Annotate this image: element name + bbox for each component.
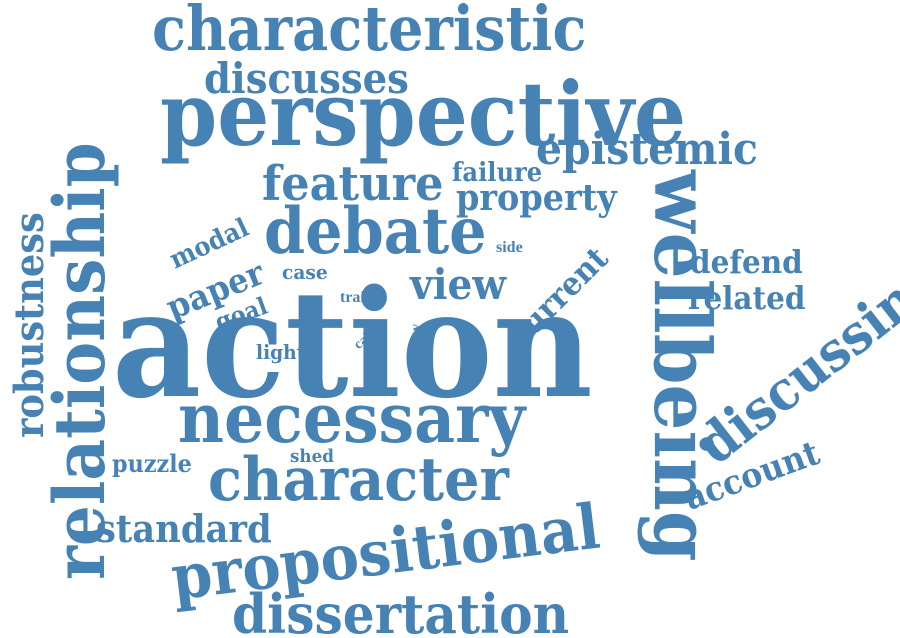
word-shed: shed bbox=[290, 446, 334, 467]
word-perspective: perspective bbox=[160, 62, 687, 166]
word-trait: trait bbox=[340, 289, 371, 306]
word-action: action bbox=[112, 257, 593, 431]
word-standard: standard bbox=[96, 506, 272, 551]
word-epistemic: epistemic bbox=[536, 124, 758, 175]
word-view: view bbox=[410, 260, 507, 309]
word-robustness: robustness bbox=[6, 212, 53, 438]
word-debate: debate bbox=[264, 194, 487, 269]
word-failure: failure bbox=[452, 158, 543, 188]
word-necessary: necessary bbox=[178, 379, 526, 459]
word-dissertation: dissertation bbox=[232, 582, 570, 638]
word-way: way bbox=[409, 323, 424, 348]
word-character: character bbox=[208, 445, 509, 515]
word-feature: feature bbox=[262, 156, 444, 212]
word-related: related bbox=[688, 279, 806, 317]
word-characteristic: characteristic bbox=[152, 0, 587, 65]
word-discusses: discusses bbox=[204, 54, 409, 103]
word-puzzle: puzzle bbox=[112, 449, 192, 478]
word-case: case bbox=[282, 260, 328, 284]
word-light: light bbox=[256, 340, 306, 364]
word-property: property bbox=[456, 177, 617, 219]
word-side: side bbox=[496, 239, 523, 256]
word-defend: defend bbox=[690, 243, 803, 281]
